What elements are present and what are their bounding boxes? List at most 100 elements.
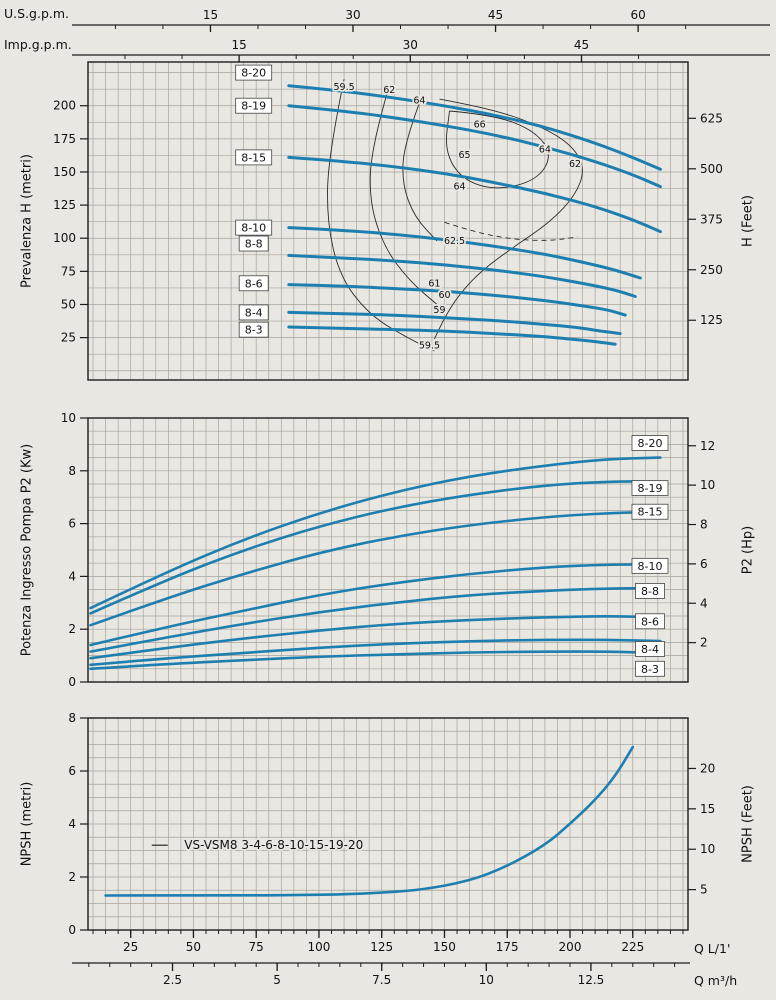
power-grid xyxy=(88,417,688,683)
axis-text: 59.5 xyxy=(333,82,354,93)
axis-text: 250 xyxy=(700,263,723,277)
axis-text: 12 xyxy=(700,439,715,453)
flow-axis-title-m3h: Q m³/h xyxy=(694,973,738,988)
curve-label-box xyxy=(631,557,669,574)
head-axis-title-right: H (Feet) xyxy=(740,195,756,247)
axis-text: 12.5 xyxy=(578,973,605,987)
axis-text: 20 xyxy=(700,761,715,775)
axis-text: 64 xyxy=(539,144,551,155)
axis-text: 8-15 xyxy=(241,151,266,164)
axis-text: 8-20 xyxy=(241,67,266,80)
axis-text: 200 xyxy=(53,99,76,113)
curve-8-10 xyxy=(287,226,642,280)
power-curves xyxy=(89,456,662,671)
curve-8-19 xyxy=(287,104,662,189)
axis-text: 8-4 xyxy=(641,643,659,656)
curve-8-3 xyxy=(287,325,617,346)
axis-text: 8-19 xyxy=(638,482,663,495)
npsh-chart: 0 2 4 6 8 5 10 15 20 VS-VSM8 3-4-6-8-10-15-19-20 xyxy=(68,711,715,937)
axis-text: 25 xyxy=(61,331,76,345)
curve-label-box xyxy=(235,149,273,166)
axis-text: 125 xyxy=(370,940,393,954)
curve-label-box xyxy=(235,219,273,236)
efficiency-contour xyxy=(444,221,578,241)
axis-text: 10 xyxy=(700,842,715,856)
curve-8-3 xyxy=(89,650,662,671)
axis-text: 64 xyxy=(413,95,425,106)
efficiency-contour xyxy=(446,110,549,189)
power-axis-title-left: Potenza Ingresso Pompa P2 (Kw) xyxy=(19,443,35,657)
curve-8-19 xyxy=(89,480,662,615)
efficiency-contour xyxy=(369,85,438,305)
npsh-grid xyxy=(88,717,688,931)
axis-text: 50 xyxy=(186,940,201,954)
axis-text: 500 xyxy=(700,162,723,176)
axis-text: 5 xyxy=(273,973,281,987)
axis-text: 150 xyxy=(433,940,456,954)
axis-text: 2 xyxy=(68,622,76,636)
imp-gpm-axis: 15 30 45 xyxy=(72,38,770,62)
axis-text: 8-6 xyxy=(245,277,263,290)
axis-text: 8-19 xyxy=(241,100,266,113)
axis-text: 4 xyxy=(68,817,76,831)
npsh-curves xyxy=(104,745,635,897)
axis-text: 62 xyxy=(569,159,581,170)
axis-text: 8 xyxy=(700,518,708,532)
axis-text: 30 xyxy=(345,8,360,22)
us-gpm-axis: 15 30 45 60 xyxy=(72,8,770,32)
axis-text: 2 xyxy=(68,870,76,884)
curve-NPSH xyxy=(104,745,635,897)
head-axis-title-left: Prevalenza H (metri) xyxy=(19,154,35,288)
curve-label-box xyxy=(635,641,665,657)
axis-text: 100 xyxy=(308,940,331,954)
curve-label-box xyxy=(635,660,665,677)
npsh-axis-title-right: NPSH (Feet) xyxy=(740,785,756,863)
axis-text: 45 xyxy=(574,38,589,52)
axis-text: 8-10 xyxy=(241,222,266,235)
axis-text: 375 xyxy=(700,212,723,226)
axis-text: 125 xyxy=(53,198,76,212)
axis-text: 2.5 xyxy=(163,973,182,987)
axis-text: 0 xyxy=(68,675,76,689)
axis-text: 175 xyxy=(53,132,76,146)
power-axis-title-right: P2 (Hp) xyxy=(740,525,756,575)
axis-text: 15 xyxy=(203,8,218,22)
axis-text: 66 xyxy=(474,119,486,130)
axis-text: 10 xyxy=(479,973,494,987)
axis-text: 175 xyxy=(496,940,519,954)
curve-label-box xyxy=(238,235,269,252)
curve-8-15 xyxy=(89,510,662,627)
curve-8-10 xyxy=(89,563,662,647)
axis-text: 65 xyxy=(459,150,471,161)
axis-text: 8 xyxy=(68,464,76,478)
curve-label-box xyxy=(235,97,273,114)
curve-label-box xyxy=(635,613,665,630)
axis-text: 75 xyxy=(61,264,76,278)
curve-8-4 xyxy=(287,310,622,336)
axis-text: 2 xyxy=(700,636,708,650)
axis-text: 6 xyxy=(68,764,76,778)
curve-label-box xyxy=(235,64,273,81)
axis-text: 7.5 xyxy=(372,973,391,987)
axis-text: 64 xyxy=(454,182,466,193)
axis-text: 225 xyxy=(621,940,644,954)
curve-label-box xyxy=(238,275,269,292)
axis-text: 10 xyxy=(61,411,76,425)
m3h-axis: 2.5 5 7.5 10 12.5 xyxy=(72,962,690,987)
curve-8-6 xyxy=(287,283,627,317)
axis-text: 4 xyxy=(700,596,708,610)
axis-text: 100 xyxy=(53,231,76,245)
axis-text: 8-8 xyxy=(245,238,263,251)
curve-8-15 xyxy=(287,155,662,234)
axis-text: 15 xyxy=(231,38,246,52)
axis-text: 6 xyxy=(68,517,76,531)
curve-8-20 xyxy=(287,84,662,171)
axis-text: 4 xyxy=(68,569,76,583)
flow-axis-title-lmin: Q L/1' xyxy=(694,941,731,956)
axis-text: 150 xyxy=(53,165,76,179)
power-frame xyxy=(87,417,689,683)
axis-text: 61 xyxy=(428,278,440,289)
axis-text: 8-4 xyxy=(245,306,263,319)
axis-text: 25 xyxy=(123,940,138,954)
